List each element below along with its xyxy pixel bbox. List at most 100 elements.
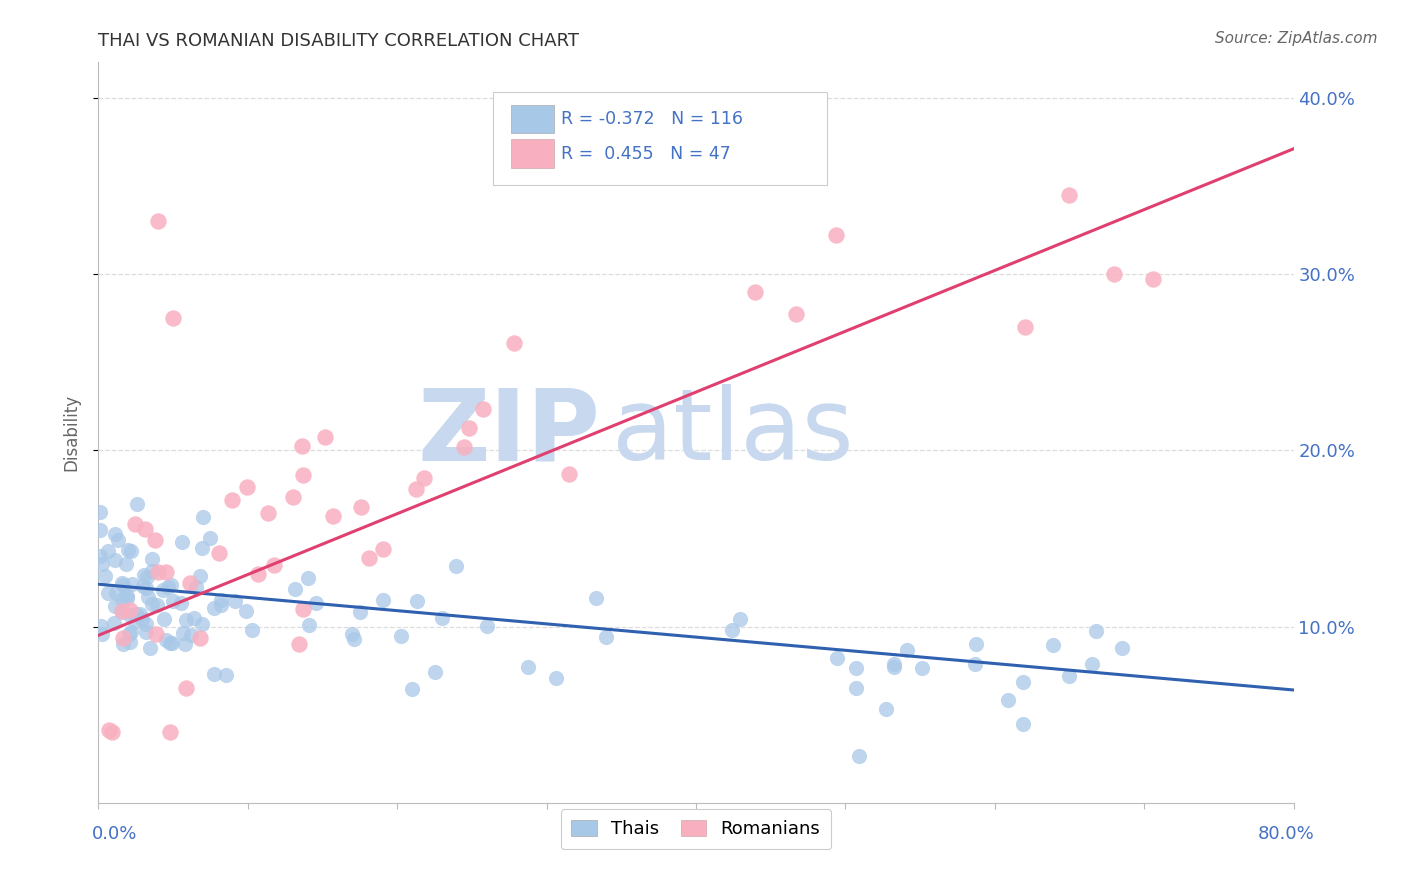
Point — [115, 557, 138, 571]
Point — [152, 612, 174, 626]
Point — [284, 582, 307, 596]
Point — [785, 307, 807, 321]
Point — [208, 546, 231, 560]
Point — [124, 615, 146, 629]
Point — [118, 603, 141, 617]
Point — [120, 544, 142, 558]
Point — [174, 637, 197, 651]
Point — [111, 637, 134, 651]
Point — [104, 599, 127, 613]
Point — [204, 667, 226, 681]
Point — [340, 627, 363, 641]
Point — [124, 607, 146, 621]
Point — [728, 612, 751, 626]
Point — [159, 725, 181, 739]
Point — [146, 598, 169, 612]
Point — [291, 439, 314, 453]
Point — [193, 509, 215, 524]
Point — [118, 626, 141, 640]
Point — [557, 467, 579, 482]
Point — [371, 592, 394, 607]
Point — [162, 594, 184, 608]
Point — [179, 575, 201, 590]
Point — [405, 594, 427, 608]
Point — [413, 471, 436, 485]
Point — [1104, 267, 1126, 281]
Point — [453, 440, 475, 454]
Point — [112, 578, 135, 592]
Point — [135, 569, 157, 583]
Point — [281, 490, 304, 504]
Point — [350, 500, 373, 514]
Point — [162, 311, 184, 326]
FancyBboxPatch shape — [494, 92, 828, 185]
Point — [145, 627, 167, 641]
Point — [152, 582, 174, 597]
Point — [221, 492, 243, 507]
Point — [911, 661, 934, 675]
Point — [263, 558, 285, 573]
Point — [322, 509, 344, 524]
Point — [188, 568, 211, 582]
Point — [131, 612, 153, 626]
Point — [97, 544, 120, 558]
Point — [104, 553, 127, 567]
Point — [143, 533, 166, 547]
Point — [432, 611, 454, 625]
Point — [1081, 657, 1104, 671]
Point — [1111, 640, 1133, 655]
Text: 80.0%: 80.0% — [1258, 825, 1315, 843]
Point — [1142, 272, 1164, 286]
Point — [89, 523, 111, 537]
Point — [458, 421, 481, 435]
Point — [247, 566, 270, 581]
Point — [141, 551, 163, 566]
Point — [118, 607, 141, 622]
Point — [111, 606, 134, 620]
Point — [172, 625, 194, 640]
Point — [104, 585, 127, 599]
Point — [134, 521, 156, 535]
Point — [298, 618, 321, 632]
Point — [135, 582, 157, 596]
Point — [720, 624, 742, 638]
Point — [848, 749, 870, 764]
Point — [202, 601, 225, 615]
Point — [135, 617, 157, 632]
Point — [744, 285, 766, 300]
Point — [544, 671, 567, 685]
Point — [444, 559, 467, 574]
Point — [257, 506, 280, 520]
Point — [129, 607, 152, 622]
Point — [117, 542, 139, 557]
Legend: Thais, Romanians: Thais, Romanians — [561, 809, 831, 849]
Point — [1011, 675, 1033, 690]
Text: R =  0.455   N = 47: R = 0.455 N = 47 — [561, 145, 731, 162]
Point — [357, 550, 380, 565]
Point — [103, 615, 125, 630]
Point — [224, 594, 246, 608]
Point — [124, 516, 146, 531]
Point — [291, 602, 314, 616]
Point — [180, 628, 202, 642]
Point — [475, 619, 498, 633]
Point — [174, 681, 197, 696]
Point — [183, 611, 205, 625]
Point — [963, 657, 986, 671]
Text: atlas: atlas — [613, 384, 853, 481]
Point — [132, 578, 155, 592]
Point — [186, 580, 208, 594]
FancyBboxPatch shape — [510, 104, 554, 133]
Point — [371, 542, 394, 557]
Point — [91, 557, 114, 571]
Point — [111, 632, 134, 646]
Point — [89, 549, 111, 563]
Text: 0.0%: 0.0% — [91, 825, 136, 843]
Point — [314, 430, 336, 444]
Point — [517, 660, 540, 674]
Text: ZIP: ZIP — [418, 384, 600, 481]
Point — [288, 638, 311, 652]
Point — [1085, 624, 1108, 638]
Point — [883, 657, 905, 671]
Point — [502, 336, 524, 351]
